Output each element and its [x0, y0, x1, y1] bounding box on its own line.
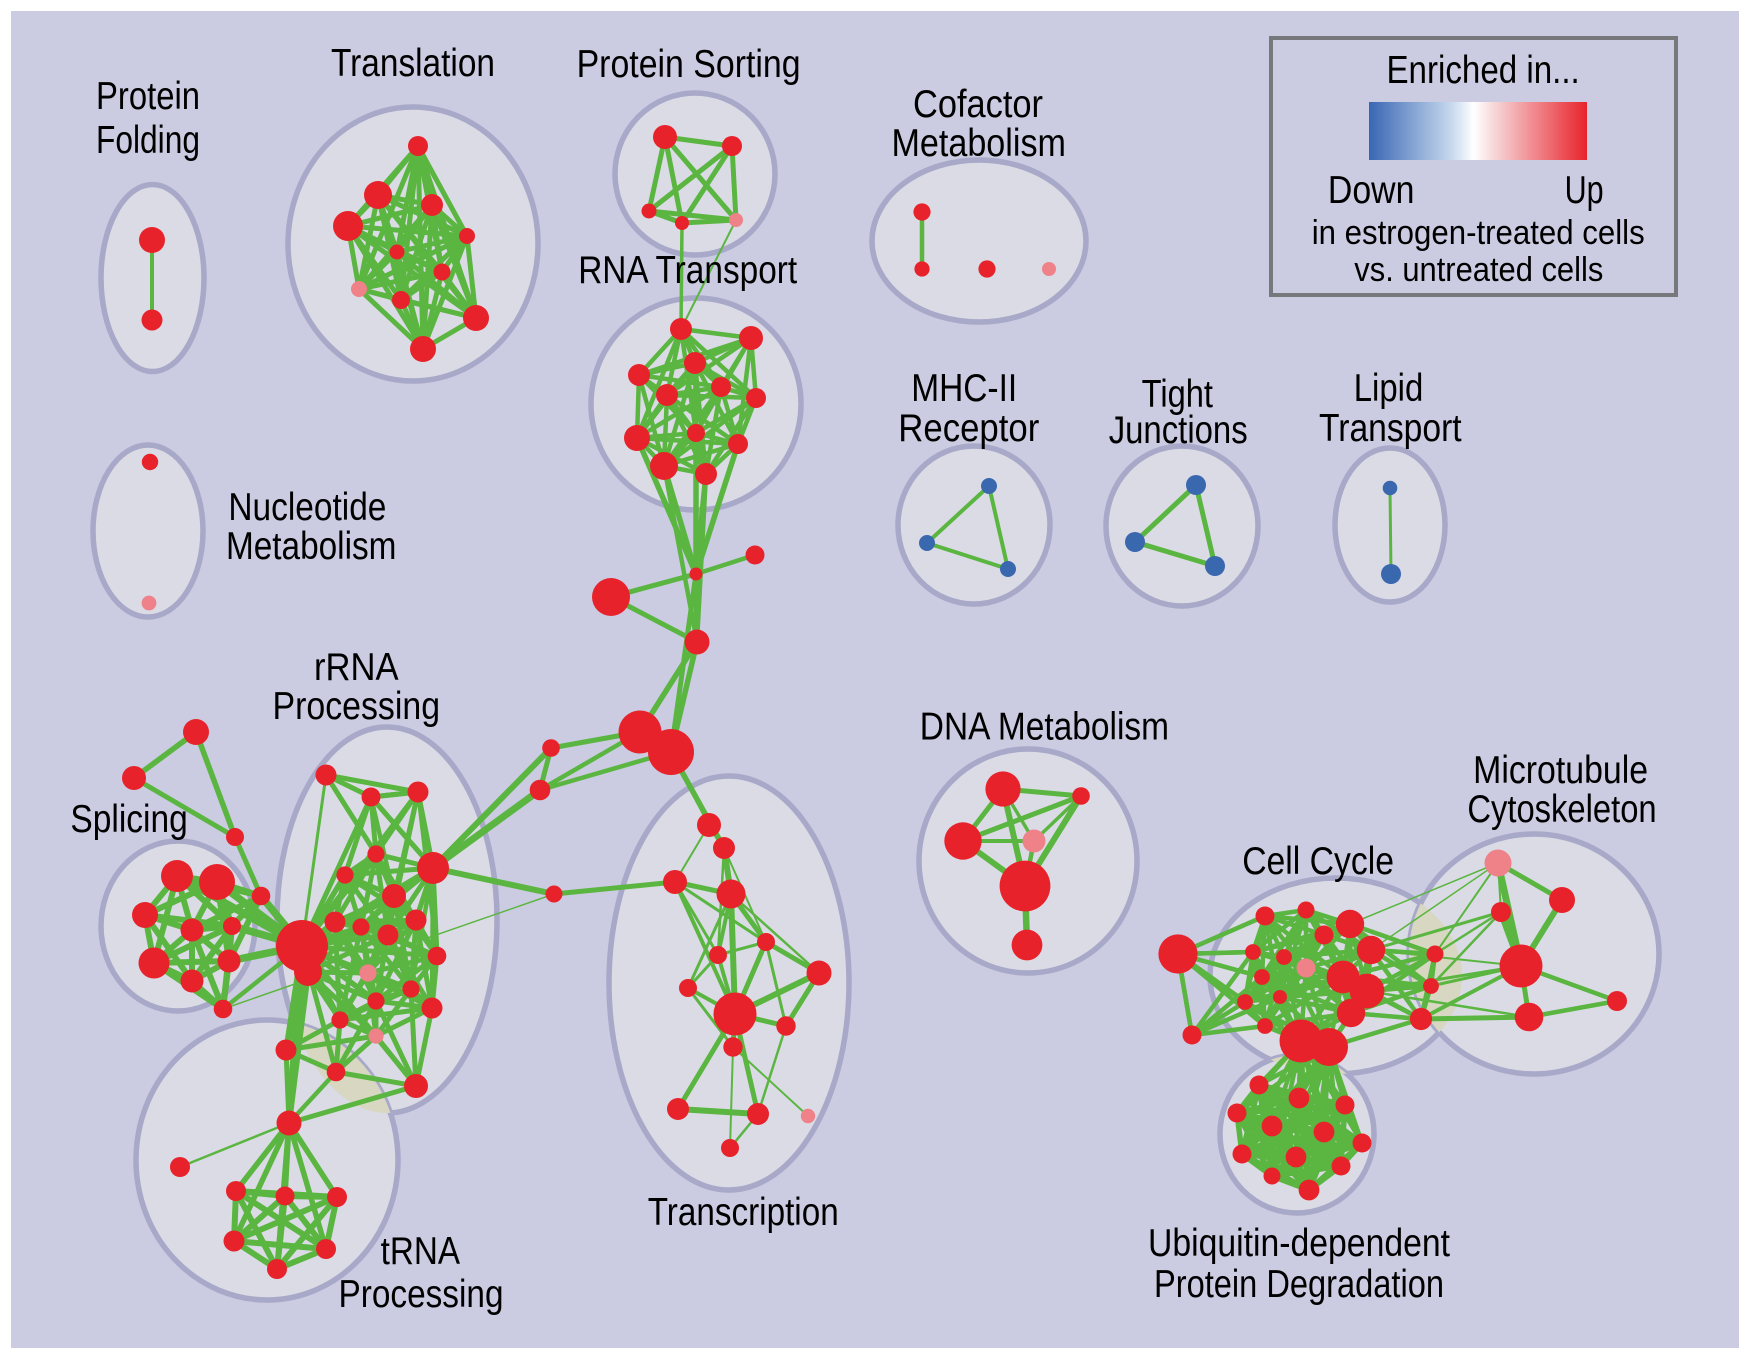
svg-text:Down: Down [1328, 169, 1415, 212]
svg-text:in estrogen-treated cells: in estrogen-treated cells [1312, 214, 1645, 252]
svg-text:Protein: Protein [96, 75, 200, 118]
svg-text:Cytoskeleton: Cytoskeleton [1467, 788, 1656, 831]
svg-text:Metabolism: Metabolism [226, 525, 397, 568]
svg-text:Transcription: Transcription [648, 1191, 839, 1234]
svg-text:Nucleotide: Nucleotide [228, 486, 386, 529]
svg-text:Protein Degradation: Protein Degradation [1154, 1263, 1444, 1306]
svg-text:Translation: Translation [331, 42, 495, 85]
svg-text:Enriched in...: Enriched in... [1386, 49, 1579, 92]
svg-text:Protein Sorting: Protein Sorting [577, 43, 801, 86]
svg-text:DNA Metabolism: DNA Metabolism [920, 706, 1169, 749]
svg-text:Transport: Transport [1319, 407, 1462, 450]
svg-text:Lipid: Lipid [1354, 367, 1424, 410]
svg-text:Ubiquitin-dependent: Ubiquitin-dependent [1148, 1222, 1450, 1265]
svg-text:RNA Transport: RNA Transport [578, 249, 797, 292]
svg-text:vs. untreated cells: vs. untreated cells [1354, 251, 1603, 289]
svg-text:Cell Cycle: Cell Cycle [1242, 840, 1394, 883]
svg-text:rRNA: rRNA [314, 646, 399, 689]
svg-text:tRNA: tRNA [381, 1230, 461, 1273]
svg-text:Processing: Processing [272, 685, 440, 728]
svg-text:Cofactor: Cofactor [913, 83, 1043, 126]
svg-text:Up: Up [1565, 169, 1604, 212]
svg-text:Junctions: Junctions [1109, 409, 1248, 452]
svg-text:Microtubule: Microtubule [1473, 749, 1648, 792]
svg-text:Splicing: Splicing [70, 798, 187, 841]
svg-text:Tight: Tight [1142, 373, 1214, 416]
svg-text:Metabolism: Metabolism [891, 122, 1066, 165]
svg-text:Receptor: Receptor [898, 407, 1039, 450]
svg-text:Folding: Folding [96, 119, 200, 162]
svg-text:MHC-II: MHC-II [911, 367, 1017, 410]
svg-text:Processing: Processing [339, 1273, 504, 1316]
